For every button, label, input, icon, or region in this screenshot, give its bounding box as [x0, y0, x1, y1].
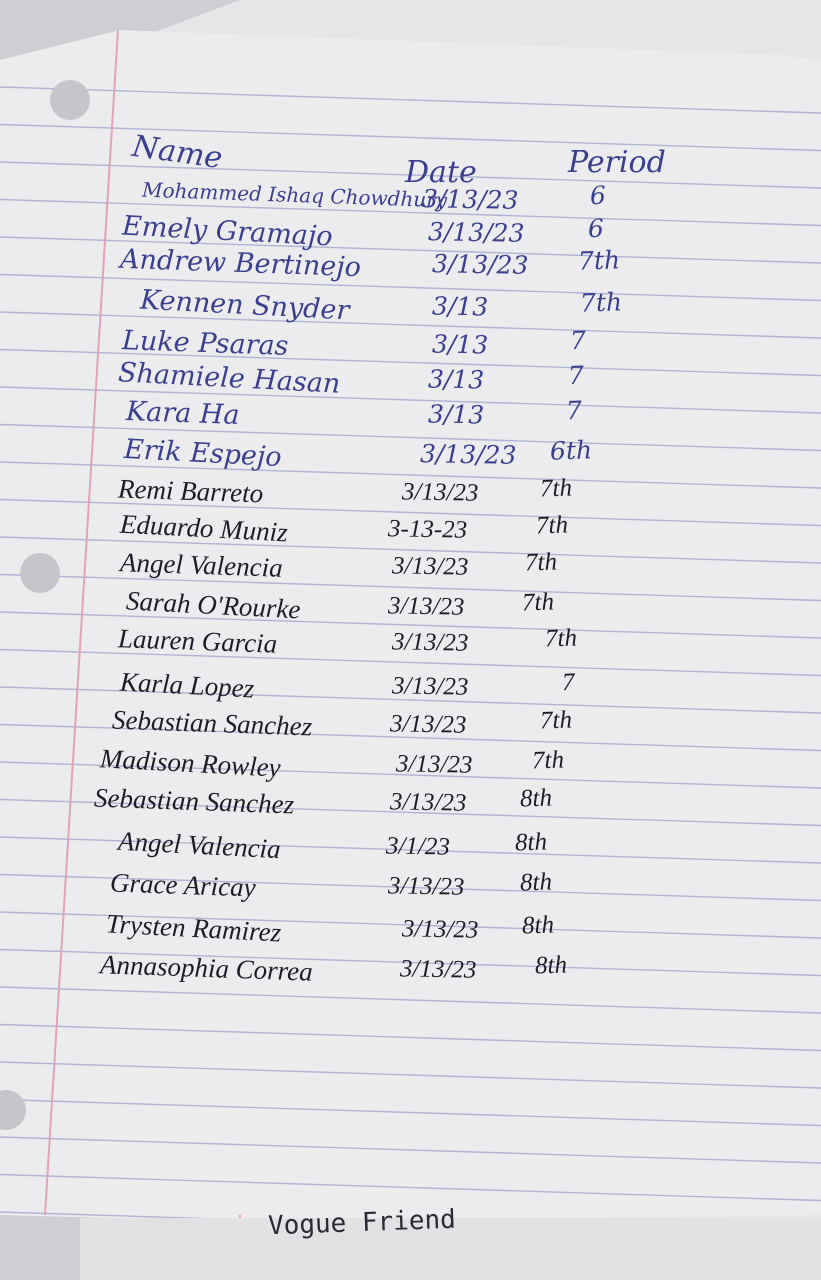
ruled-line — [0, 236, 821, 264]
student-name: Karla Lopez — [119, 666, 256, 704]
class-period: 7th — [577, 245, 621, 276]
class-period: 6 — [589, 180, 607, 211]
sign-date: 3/13/23 — [399, 955, 477, 984]
ruled-line — [0, 573, 821, 602]
student-name: Angel Valencia — [119, 547, 284, 583]
date-header: Date — [405, 155, 477, 190]
class-period: 6th — [549, 435, 593, 466]
ruled-line — [0, 948, 821, 977]
ruled-line — [0, 498, 821, 527]
class-period: 8th — [521, 911, 555, 940]
ruled-line — [0, 86, 821, 114]
class-period: 7th — [544, 624, 578, 653]
ruled-line — [0, 1023, 821, 1052]
ruled-line — [0, 686, 821, 714]
sign-date: 3/13/23 — [401, 478, 479, 507]
student-name: Grace Aricay — [109, 867, 257, 903]
ruled-line — [0, 536, 821, 564]
class-period: 7 — [569, 325, 587, 356]
sign-date: 3/13/23 — [391, 672, 469, 701]
class-period: 8th — [519, 868, 553, 897]
ruled-line — [0, 1136, 821, 1164]
ruled-line — [0, 798, 821, 827]
student-name: Kara Ha — [125, 396, 241, 431]
student-name: Erik Espejo — [123, 433, 283, 474]
ruled-line — [0, 311, 821, 339]
class-period: 7 — [565, 395, 583, 426]
ruled-line — [0, 123, 821, 152]
sign-date: 3/13/23 — [431, 249, 529, 280]
class-period: 7th — [531, 746, 565, 775]
ruled-line — [0, 386, 821, 414]
ruled-line — [0, 1098, 821, 1127]
sign-date: 3/13/23 — [389, 788, 467, 817]
class-period: 8th — [514, 828, 548, 857]
student-name: Luke Psaras — [121, 325, 289, 362]
ruled-line — [0, 423, 821, 452]
sign-date: 3/13/23 — [395, 750, 473, 779]
class-period: 6 — [587, 213, 605, 244]
ruled-line — [0, 611, 821, 639]
ruled-line — [0, 1061, 821, 1089]
sign-date: 3/13/23 — [419, 439, 517, 470]
student-name: Lauren Garcia — [117, 623, 278, 659]
ruled-line — [0, 723, 821, 752]
sign-date: 3/13 — [427, 364, 485, 395]
ruled-line — [0, 873, 821, 902]
sign-date: 3/13/23 — [389, 710, 467, 739]
student-name: Andrew Bertinejo — [119, 243, 362, 284]
ruled-line — [0, 1173, 821, 1202]
class-period: 7th — [539, 474, 573, 503]
class-period: 7 — [567, 360, 585, 391]
class-period: 7th — [535, 511, 569, 540]
sign-date: 3/13 — [427, 399, 485, 430]
ruled-line — [0, 198, 821, 227]
sign-date: 3/13 — [431, 291, 489, 322]
ruled-line — [0, 836, 821, 864]
sign-date: 3/13/23 — [401, 915, 479, 944]
ruled-line — [0, 273, 821, 302]
sign-date: 3/13 — [431, 329, 489, 360]
ruled-line — [0, 161, 821, 189]
ruled-line — [0, 348, 821, 377]
sign-date: 3/13/23 — [391, 552, 469, 581]
period-header: Period — [568, 145, 666, 180]
class-period: 7th — [521, 588, 555, 617]
ruled-line — [0, 986, 821, 1014]
class-period: 7th — [524, 548, 558, 577]
student-name: Sebastian Sanchez — [93, 782, 295, 820]
sign-date: 3/13/23 — [387, 872, 465, 901]
sign-date: 3/1/23 — [385, 832, 451, 861]
sign-date: 3-13-23 — [387, 515, 468, 544]
class-period: 7 — [561, 668, 575, 697]
ruled-line — [0, 461, 821, 489]
sign-date: 3/13/23 — [427, 217, 525, 248]
class-period: 8th — [534, 951, 568, 980]
student-name: Sebastian Sanchez — [111, 704, 313, 742]
class-period: 8th — [519, 784, 553, 813]
ruled-line — [0, 911, 821, 939]
ruled-line — [0, 648, 821, 677]
ruled-line — [0, 761, 821, 789]
student-name: Remi Barreto — [117, 473, 264, 509]
class-period: 7th — [539, 706, 573, 735]
sign-date: 3/13/23 — [387, 592, 465, 621]
sign-date: 3/13/23 — [421, 184, 519, 215]
class-period: 7th — [579, 287, 623, 318]
sign-date: 3/13/23 — [391, 628, 469, 657]
